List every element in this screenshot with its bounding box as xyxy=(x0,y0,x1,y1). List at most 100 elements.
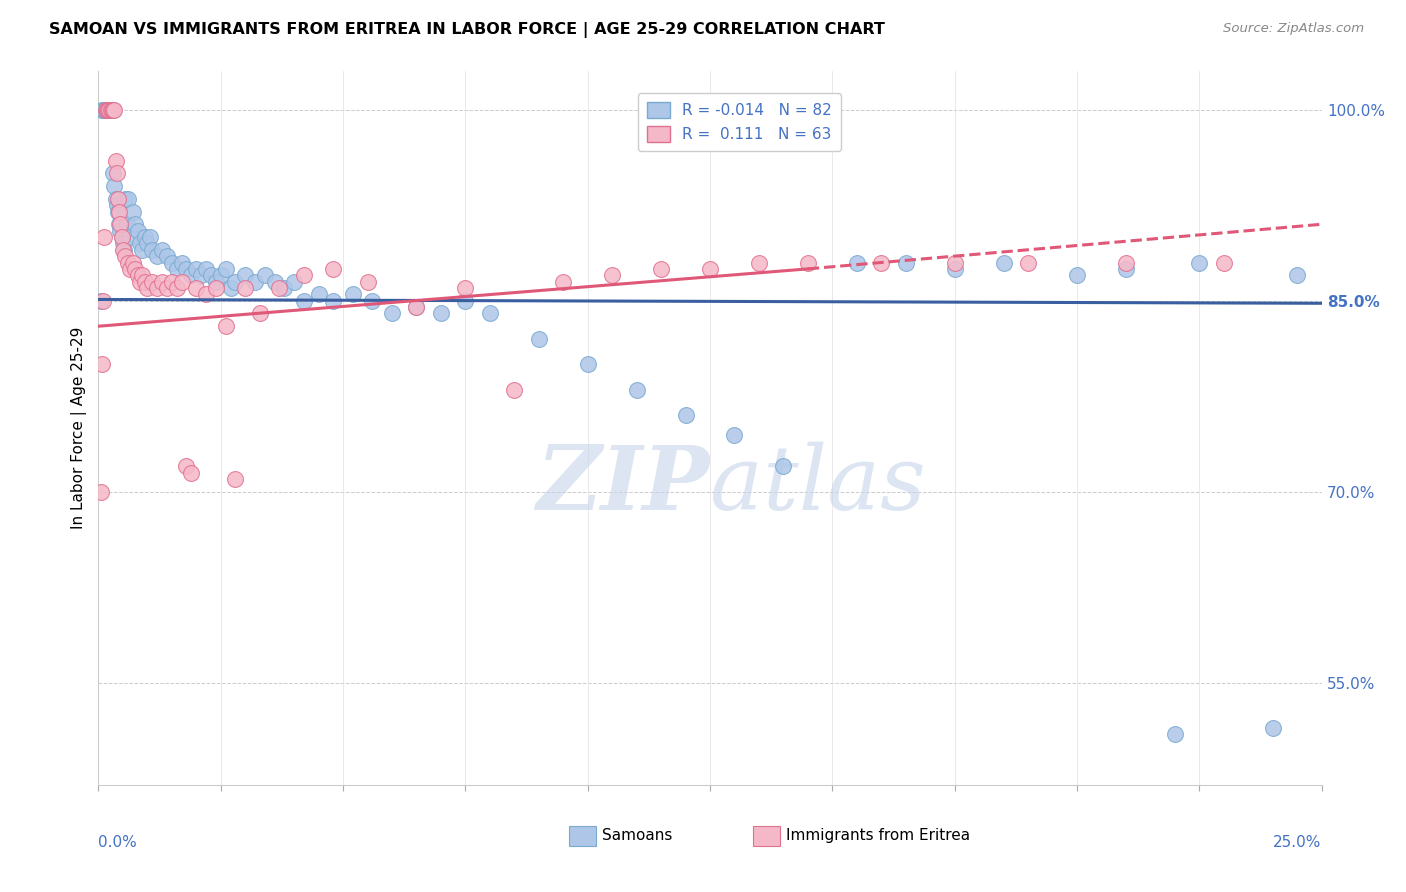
Bar xyxy=(752,826,780,846)
Point xyxy=(134,275,156,289)
Point xyxy=(166,281,188,295)
Point xyxy=(249,306,271,320)
Point xyxy=(273,281,295,295)
Text: 25.0%: 25.0% xyxy=(1274,835,1322,850)
Point xyxy=(94,103,117,117)
Point xyxy=(772,459,794,474)
Point xyxy=(478,306,501,320)
Point xyxy=(797,255,820,269)
Point xyxy=(170,275,193,289)
Point xyxy=(98,103,121,117)
Point xyxy=(141,275,163,289)
Text: ZIP: ZIP xyxy=(537,442,710,528)
Point xyxy=(1164,727,1187,741)
Point xyxy=(107,192,129,206)
Point xyxy=(503,383,526,397)
Point xyxy=(110,224,132,238)
Point xyxy=(91,358,114,372)
Point xyxy=(110,217,132,231)
Point xyxy=(107,204,129,219)
Point xyxy=(361,293,384,308)
Point xyxy=(120,230,142,244)
Point xyxy=(91,103,114,117)
Point xyxy=(1115,255,1137,269)
Point xyxy=(156,281,179,295)
Point xyxy=(195,261,218,276)
Point xyxy=(454,281,477,295)
Point xyxy=(870,255,893,269)
Point xyxy=(283,275,305,289)
Point xyxy=(101,166,124,180)
Point xyxy=(166,261,188,276)
Point xyxy=(1017,255,1039,269)
Point xyxy=(699,261,721,276)
Point xyxy=(253,268,276,283)
Point xyxy=(1286,268,1309,283)
Point xyxy=(127,224,149,238)
Point xyxy=(91,293,114,308)
Legend: R = -0.014   N = 82, R =  0.111   N = 63: R = -0.014 N = 82, R = 0.111 N = 63 xyxy=(638,94,841,152)
Point xyxy=(121,204,143,219)
Point xyxy=(131,243,153,257)
Text: Source: ZipAtlas.com: Source: ZipAtlas.com xyxy=(1223,22,1364,36)
Point xyxy=(170,255,193,269)
Point xyxy=(134,230,156,244)
Text: atlas: atlas xyxy=(710,442,925,529)
Point xyxy=(269,281,291,295)
Point xyxy=(96,103,118,117)
Point xyxy=(233,268,256,283)
Point xyxy=(112,243,135,257)
Point xyxy=(111,243,134,257)
Point xyxy=(91,103,114,117)
Point xyxy=(186,261,208,276)
Point xyxy=(190,268,212,283)
Point xyxy=(650,261,672,276)
Point xyxy=(600,268,623,283)
Point xyxy=(233,281,256,295)
Point xyxy=(101,103,124,117)
Point xyxy=(214,319,236,334)
Point xyxy=(94,103,117,117)
Point xyxy=(120,261,142,276)
Point xyxy=(845,255,868,269)
Point xyxy=(93,103,115,117)
Point xyxy=(150,243,173,257)
Point xyxy=(124,261,146,276)
Point xyxy=(97,103,120,117)
Point xyxy=(146,281,169,295)
Point xyxy=(195,287,218,301)
Point xyxy=(117,255,139,269)
Point xyxy=(129,275,152,289)
Point xyxy=(141,243,163,257)
Point xyxy=(180,268,202,283)
Point xyxy=(90,484,112,499)
Point xyxy=(527,332,550,346)
Point xyxy=(127,268,149,283)
Point xyxy=(553,275,575,289)
Point xyxy=(105,166,128,180)
Point xyxy=(114,249,136,263)
Point xyxy=(292,268,315,283)
Point xyxy=(139,230,162,244)
Point xyxy=(160,255,183,269)
Point xyxy=(124,217,146,231)
Point xyxy=(100,103,122,117)
Point xyxy=(146,249,169,263)
Point xyxy=(224,275,246,289)
Point xyxy=(108,217,131,231)
Point xyxy=(160,275,183,289)
Point xyxy=(176,459,198,474)
Point xyxy=(675,409,697,423)
Point xyxy=(1188,255,1211,269)
Point xyxy=(136,236,159,251)
Point xyxy=(111,230,134,244)
Point xyxy=(200,268,222,283)
Point xyxy=(104,192,127,206)
Text: Samoans: Samoans xyxy=(602,828,672,843)
Point xyxy=(103,103,125,117)
Point xyxy=(90,293,112,308)
Point xyxy=(322,293,344,308)
Point xyxy=(129,236,152,251)
Point xyxy=(131,268,153,283)
Point xyxy=(894,255,917,269)
